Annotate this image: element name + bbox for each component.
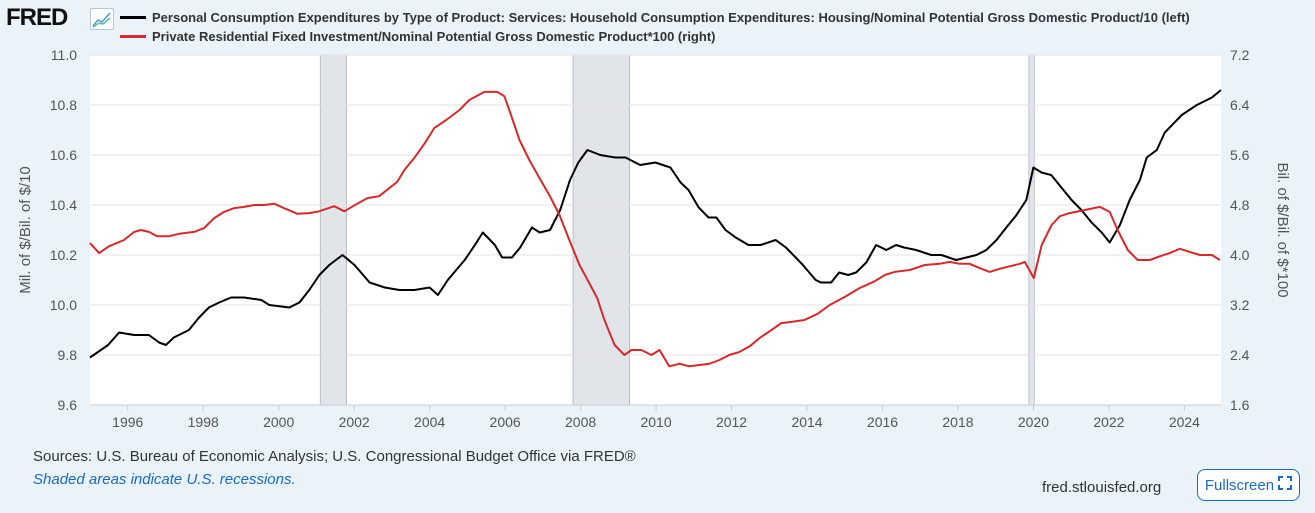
x-tick-label: 2022 (1093, 414, 1124, 430)
series-line-residential-investment[interactable] (89, 90, 1221, 368)
x-tick-label: 2008 (565, 414, 596, 430)
left-tick-label: 9.8 (58, 347, 78, 363)
legend-swatch-black (120, 16, 146, 19)
x-tick-label: 2012 (716, 414, 747, 430)
sources-text: Sources: U.S. Bureau of Economic Analysi… (33, 448, 636, 465)
left-tick-label: 10.2 (50, 247, 77, 263)
left-tick-label: 10.0 (50, 297, 77, 313)
fred-logo[interactable]: FRED (6, 4, 68, 31)
chart-legend: Personal Consumption Expenditures by Typ… (120, 8, 1190, 46)
right-tick-label: 3.2 (1230, 297, 1250, 313)
recession-shade (572, 54, 630, 406)
legend-item-residential-investment[interactable]: Private Residential Fixed Investment/Nom… (120, 27, 1190, 46)
recession-shade (319, 54, 347, 406)
x-tick-label: 2006 (490, 414, 521, 430)
x-tick-label: 2016 (867, 414, 898, 430)
x-tick-label: 2024 (1169, 414, 1200, 430)
x-tick-label: 2002 (339, 414, 370, 430)
x-tick-label: 1996 (112, 414, 143, 430)
left-tick-label: 11.0 (51, 47, 77, 63)
right-tick-label: 2.4 (1230, 347, 1250, 363)
left-tick-label: 10.4 (50, 197, 77, 213)
right-tick-label: 1.6 (1230, 397, 1250, 413)
left-tick-label: 9.6 (58, 397, 78, 413)
x-tick-label: 1998 (188, 414, 219, 430)
series-line-housing-pce[interactable] (89, 89, 1222, 359)
legend-swatch-red (120, 35, 146, 38)
right-tick-label: 5.6 (1230, 147, 1250, 163)
left-axis-title: Mil. of $/Bil. of $/10 (17, 166, 34, 294)
legend-item-housing-pce[interactable]: Personal Consumption Expenditures by Typ… (120, 8, 1190, 27)
right-tick-label: 6.4 (1230, 97, 1250, 113)
fullscreen-label: Fullscreen (1204, 476, 1275, 494)
legend-label: Private Residential Fixed Investment/Nom… (152, 29, 716, 44)
x-tick-label: 2018 (942, 414, 973, 430)
x-tick-label: 2014 (791, 414, 822, 430)
x-tick-label: 2010 (640, 414, 671, 430)
x-tick-label: 2020 (1018, 414, 1049, 430)
right-tick-label: 7.2 (1230, 47, 1250, 63)
left-tick-label: 10.8 (50, 97, 77, 113)
fullscreen-button[interactable]: Fullscreen (1197, 469, 1300, 501)
chart-logo-icon (90, 8, 114, 30)
x-tick-label: 2000 (263, 414, 294, 430)
site-url: fred.stlouisfed.org (1042, 479, 1162, 496)
recession-shade (1028, 54, 1035, 406)
right-tick-label: 4.8 (1230, 197, 1250, 213)
recession-note-link[interactable]: Shaded areas indicate U.S. recessions. (33, 471, 296, 488)
expand-icon (1278, 476, 1293, 494)
left-tick-label: 10.6 (50, 147, 77, 163)
right-axis-title: Bil. of $/Bil. of $*100 (1274, 162, 1291, 297)
legend-label: Personal Consumption Expenditures by Typ… (152, 10, 1190, 25)
x-tick-label: 2004 (414, 414, 445, 430)
right-tick-label: 4.0 (1230, 247, 1250, 263)
